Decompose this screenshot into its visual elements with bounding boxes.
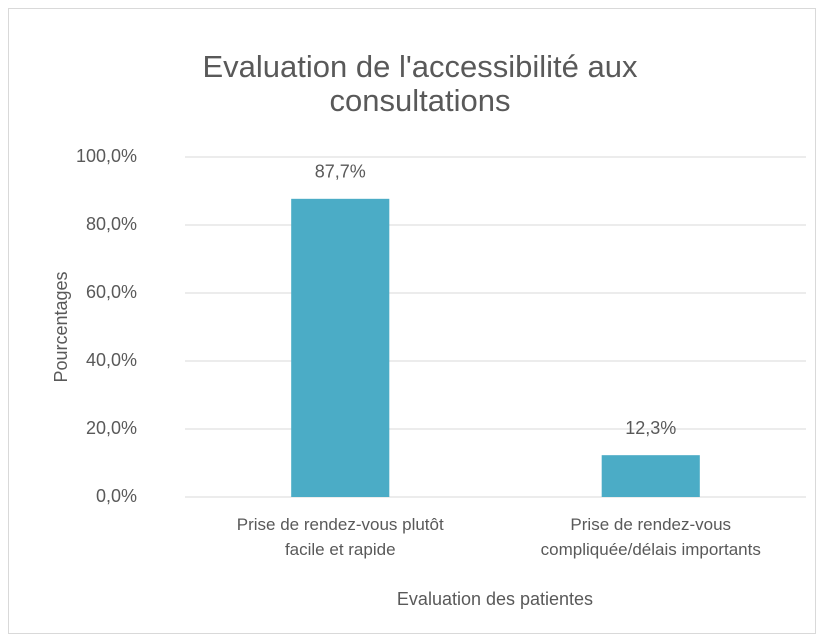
x-tick-label: Prise de rendez-vous plutôt facile et ra… [236, 515, 444, 559]
y-tick-label: 60,0% [86, 282, 137, 302]
x-axis-title: Evaluation des patientes [397, 589, 593, 609]
bar [291, 198, 390, 497]
y-axis-title: Pourcentages [51, 271, 71, 382]
bar [601, 455, 700, 497]
data-label: 12,3% [625, 418, 676, 438]
y-tick-label: 0,0% [96, 486, 137, 506]
chart-border [8, 8, 816, 634]
y-tick-label: 80,0% [86, 214, 137, 234]
y-tick-label: 20,0% [86, 418, 137, 438]
x-tick-label: Prise de rendez-vous compliquée/délais i… [540, 515, 761, 559]
y-tick-label: 100,0% [76, 146, 137, 166]
data-label: 87,7% [315, 162, 366, 182]
y-tick-label: 40,0% [86, 350, 137, 370]
chart-title: Evaluation de l'accessibilité aux consul… [202, 49, 638, 118]
